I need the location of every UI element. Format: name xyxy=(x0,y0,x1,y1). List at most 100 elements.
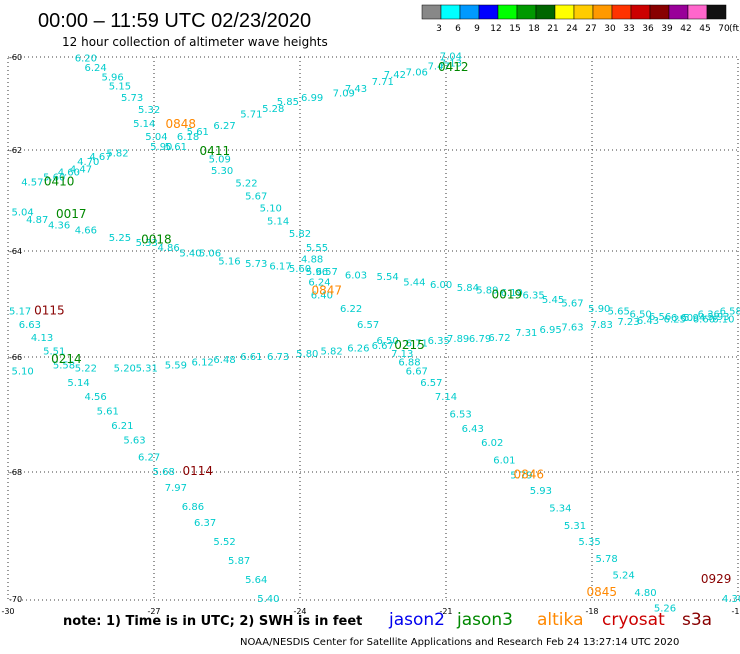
swh-value: 5.28 xyxy=(262,104,284,115)
swh-value: 5.35 xyxy=(578,537,600,548)
swh-value: 5.44 xyxy=(403,277,425,288)
swh-value: 5.40 xyxy=(257,594,279,605)
swh-value: 4.87 xyxy=(26,215,48,226)
swh-value: 7.23 xyxy=(617,317,639,328)
page-subtitle: 12 hour collection of altimeter wave hei… xyxy=(62,35,328,49)
color-swatch xyxy=(649,4,670,20)
swh-value: 6.63 xyxy=(19,320,41,331)
color-tick-label: 24 xyxy=(566,24,578,34)
pass-time-label: 0214 xyxy=(51,352,82,366)
color-tick-label: 33 xyxy=(623,24,634,34)
swh-value: 5.04 xyxy=(11,208,33,219)
color-tick-label: 36 xyxy=(642,24,654,34)
color-tick-label: 27 xyxy=(585,24,596,34)
swh-value: 5.33 xyxy=(136,238,158,249)
color-swatch xyxy=(573,4,594,20)
swh-value: 7.04 xyxy=(440,51,462,62)
swh-value: 6.57 xyxy=(420,378,442,389)
swh-value: 4.88 xyxy=(301,255,323,266)
swh-value: 5.22 xyxy=(235,178,257,189)
color-tick-label: 9 xyxy=(474,24,480,34)
swh-value: 6.27 xyxy=(138,453,160,464)
swh-value: 6.57 xyxy=(357,320,379,331)
swh-value: 7.47 xyxy=(428,62,450,73)
swh-value: 4.57 xyxy=(21,177,43,188)
swh-value: 6.95 xyxy=(540,325,562,336)
swh-value: 6.61 xyxy=(240,352,262,363)
swh-value: 5.73 xyxy=(245,259,267,270)
swh-value: 7.31 xyxy=(515,328,537,339)
color-tick-label: 18 xyxy=(528,24,540,34)
swh-value: 5.78 xyxy=(595,554,617,565)
swh-value: 6.20 xyxy=(75,54,97,65)
color-tick-label: 45 xyxy=(699,24,710,34)
swh-value: 5.04 xyxy=(145,132,167,143)
pass-time-label: 0019 xyxy=(492,288,523,302)
swh-value: 6.50 xyxy=(630,309,652,320)
swh-value: 4.13 xyxy=(31,333,53,344)
swh-value: 5.25 xyxy=(109,233,131,244)
swh-value: 4.60 xyxy=(58,167,80,178)
swh-value: 6.24 xyxy=(84,63,106,74)
color-swatch xyxy=(630,4,651,20)
swh-value: 5.84 xyxy=(457,283,479,294)
swh-value: 6.02 xyxy=(481,438,503,449)
satellite-legend-item: altika xyxy=(537,610,584,630)
swh-value: 6.12 xyxy=(192,358,214,369)
swh-value: 5.89 xyxy=(476,285,498,296)
map-grid: -60 -62 -64 -66 -68 -70 -30 -27 -24 -21 -18 -15 xyxy=(1,53,740,616)
swh-value: 5.61 xyxy=(165,142,187,153)
color-swatch xyxy=(668,4,689,20)
swh-value: 5.61 xyxy=(97,407,119,418)
swh-value: 5.40 xyxy=(179,248,201,259)
color-tick-label: 39 xyxy=(661,24,673,34)
pass-time-label: 0846 xyxy=(513,467,544,481)
swh-value: 4.86 xyxy=(157,243,179,254)
longitude-label: -24 xyxy=(293,607,306,616)
swh-value: 5.20 xyxy=(114,363,136,374)
longitude-label: -15 xyxy=(731,607,740,616)
swh-value: 6.26 xyxy=(347,344,369,355)
latitude-label: -70 xyxy=(9,595,22,604)
color-tick-label: 42 xyxy=(680,24,691,34)
swh-value: 6.79 xyxy=(469,334,491,345)
swh-value: 6.40 xyxy=(311,291,333,302)
swh-value: 6.60 xyxy=(693,315,715,326)
color-swatch xyxy=(516,4,537,20)
swh-value: 6.03 xyxy=(345,271,367,282)
swh-value: 5.14 xyxy=(267,217,289,228)
satellite-legend-item: s3a xyxy=(682,610,712,630)
color-swatch xyxy=(459,4,480,20)
swh-value: 5.34 xyxy=(549,503,571,514)
swh-value: 7.13 xyxy=(440,58,462,69)
swh-value: 6.56 xyxy=(649,312,671,323)
swh-value: 4.80 xyxy=(634,588,656,599)
swh-value: 5.93 xyxy=(530,486,552,497)
pass-time-label: 0410 xyxy=(44,174,75,188)
swh-value: 4.70 xyxy=(77,157,99,168)
swh-value: 4.30 xyxy=(722,594,740,605)
swh-value: 5.90 xyxy=(150,142,172,153)
swh-value: 5.73 xyxy=(121,93,143,104)
swh-value: 6.48 xyxy=(213,355,235,366)
color-tick-label: 15 xyxy=(509,24,520,34)
swh-value: 5.67 xyxy=(245,191,267,202)
swh-value: 5.79 xyxy=(510,470,532,481)
swh-value: 6.57 xyxy=(316,267,338,278)
swh-value: 5.60 xyxy=(43,172,65,183)
footer: note: 1) Time is in UTC; 2) SWH is in fe… xyxy=(63,610,712,648)
swh-value: 6.35 xyxy=(522,291,544,302)
swh-value: 5.61 xyxy=(187,127,209,138)
color-tick-label: 3 xyxy=(436,24,442,34)
map-frame xyxy=(7,56,739,601)
pass-time-labels: 0848 0411 0410 0412 0017 0018 0115 0847 0019 0214… xyxy=(34,60,731,599)
swh-value: 5.55 xyxy=(306,243,328,254)
swh-value: 5.93 xyxy=(707,312,729,323)
swh-value: 6.21 xyxy=(111,421,133,432)
swh-value: 5.59 xyxy=(165,361,187,372)
swh-value: 7.14 xyxy=(435,392,457,403)
color-swatch xyxy=(478,4,499,20)
swh-value: 6.24 xyxy=(308,277,330,288)
longitude-label: -30 xyxy=(1,607,14,616)
swh-value: 6.67 xyxy=(372,341,394,352)
